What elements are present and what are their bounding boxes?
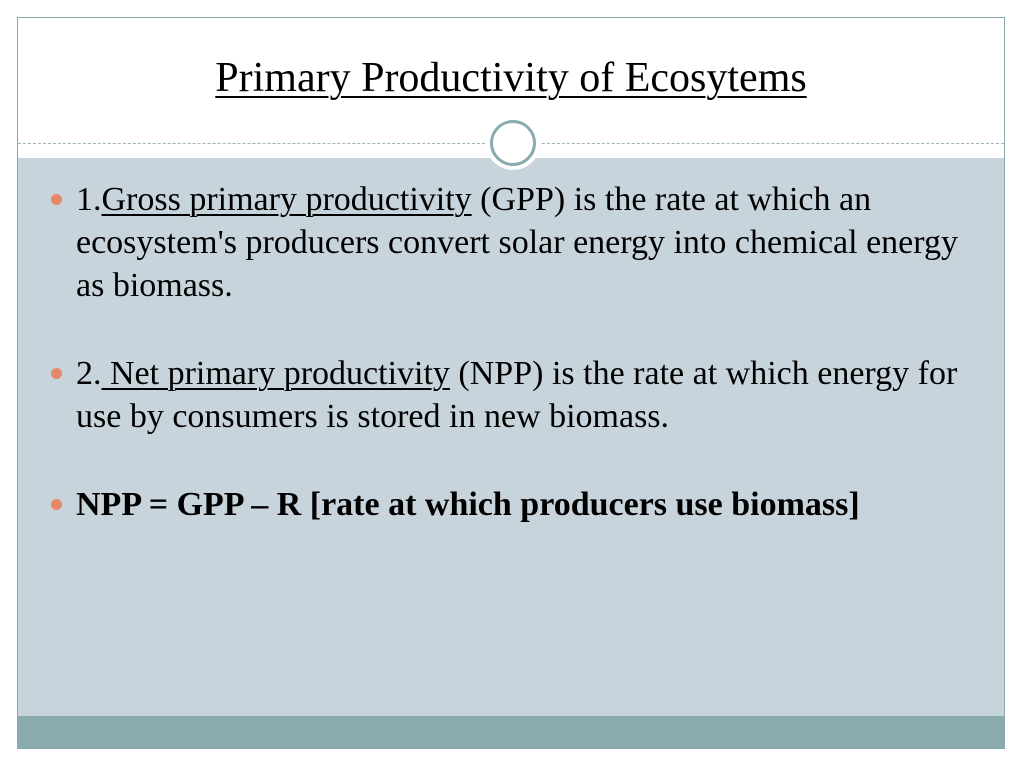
ring-icon: [490, 120, 536, 166]
npp-definition: (NPP) is the rate at which energy for us…: [76, 355, 958, 435]
npp-formula: NPP = GPP – R [rate at which producers u…: [76, 486, 860, 523]
bullet-list: 1.Gross primary productivity (GPP) is th…: [48, 178, 968, 526]
npp-term: Net primary productivity: [101, 355, 450, 392]
gpp-term: Gross primary productivity: [101, 181, 472, 218]
bullet-number: 1.: [76, 181, 102, 218]
slide-title: Primary Productivity of Ecosytems: [215, 55, 807, 101]
bullet-npp: 2. Net primary productivity (NPP) is the…: [48, 352, 968, 438]
slide: Primary Productivity of Ecosytems 1.Gros…: [17, 17, 1005, 749]
bullet-formula: NPP = GPP – R [rate at which producers u…: [48, 483, 968, 526]
footer-bar: [18, 716, 1004, 748]
bullet-dot-icon: [51, 194, 62, 205]
bullet-number: 2.: [76, 355, 102, 392]
bullet-gpp: 1.Gross primary productivity (GPP) is th…: [48, 178, 968, 307]
bullet-dot-icon: [51, 499, 62, 510]
bullet-dot-icon: [51, 368, 62, 379]
content-area: [18, 158, 1004, 716]
gpp-definition: (GPP) is the rate at which an ecosystem'…: [76, 181, 958, 304]
